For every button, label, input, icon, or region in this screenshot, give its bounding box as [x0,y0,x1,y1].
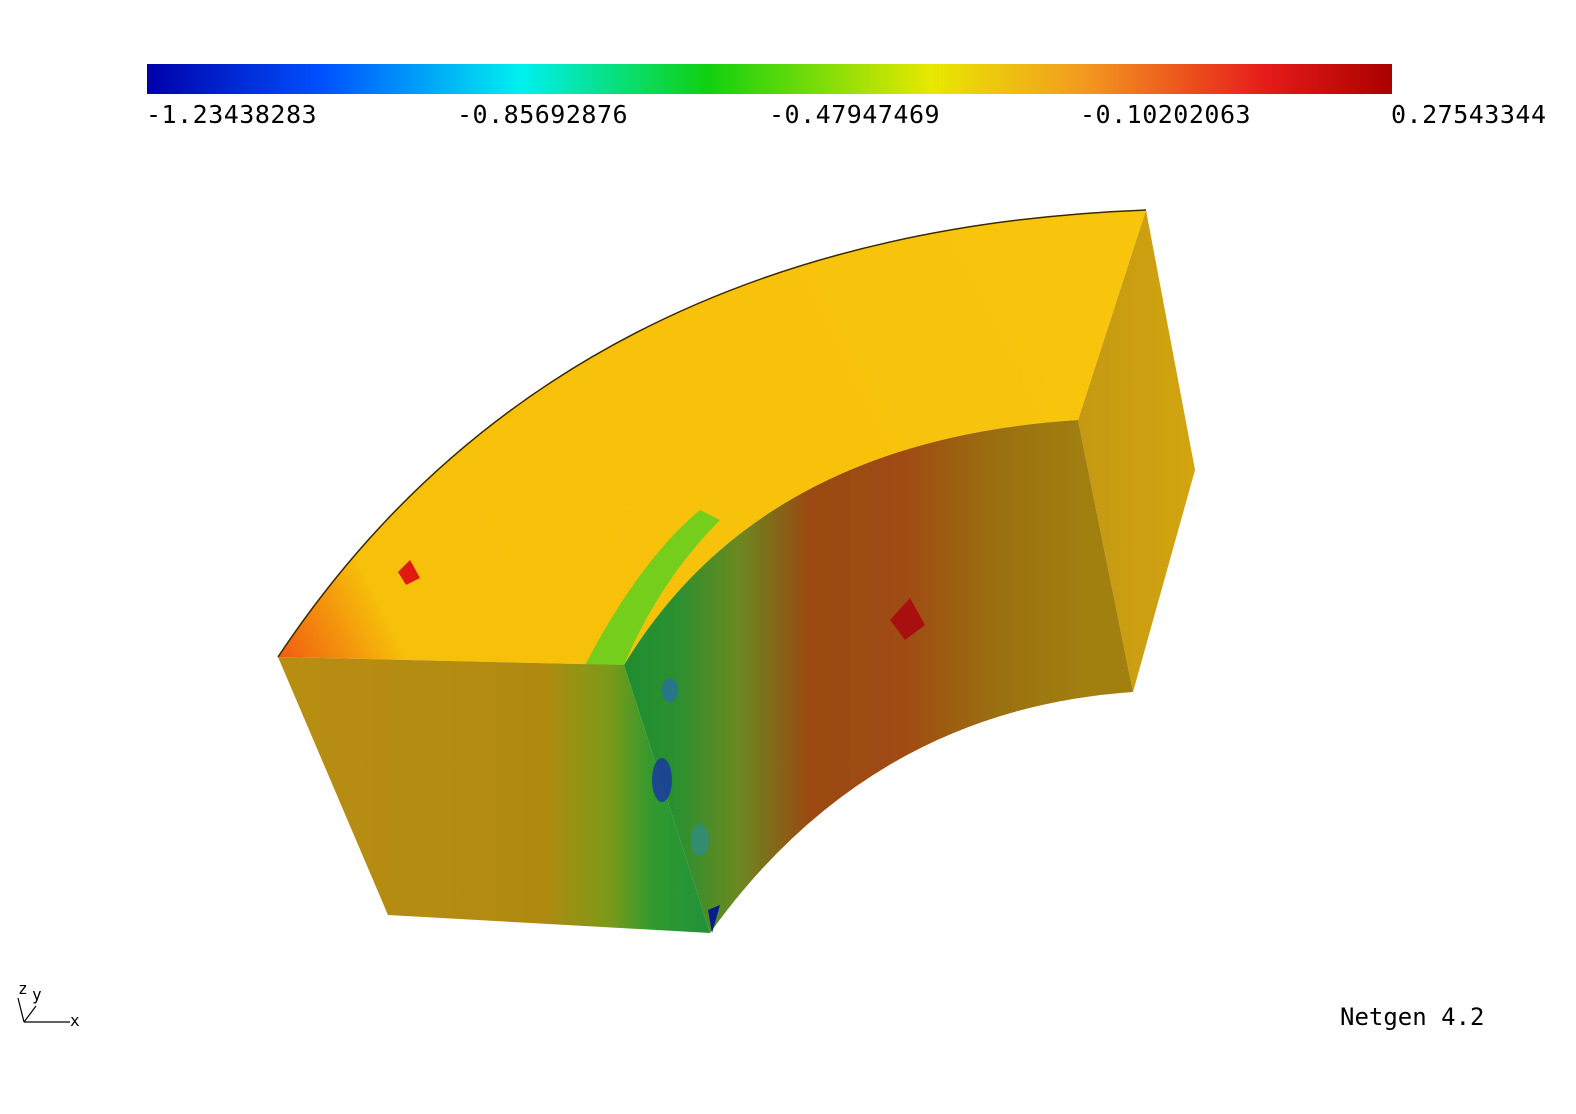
axis-x-label: x [70,1011,80,1030]
low-value-spot-1 [652,758,672,802]
front-face [278,657,710,933]
colorbar-label-min: -1.23438283 [146,100,318,129]
colorbar-label-2: -0.85692876 [457,100,629,129]
high-value-spot-top [398,560,420,585]
inner-curved-face [624,420,1133,933]
axis-y-label: y [32,985,42,1004]
outer-edge [277,209,1147,658]
axes-triad: z y x [17,979,80,1030]
top-face-green-strip [585,510,720,665]
axis-z-label: z [18,979,28,998]
colorbar-label-max: 0.27543344 [1391,100,1547,129]
top-face [278,210,1146,665]
end-face-right [1078,210,1195,692]
colorbar-label-4: -0.10202063 [1080,100,1252,129]
low-value-spot-3 [691,824,709,856]
color-scale-bar [147,64,1392,94]
version-label: Netgen 4.2 [1340,1003,1485,1031]
high-value-spot [890,598,925,640]
colorbar-label-3: -0.47947469 [769,100,941,129]
low-value-spot-4 [708,905,720,933]
low-value-spot-2 [662,678,678,702]
